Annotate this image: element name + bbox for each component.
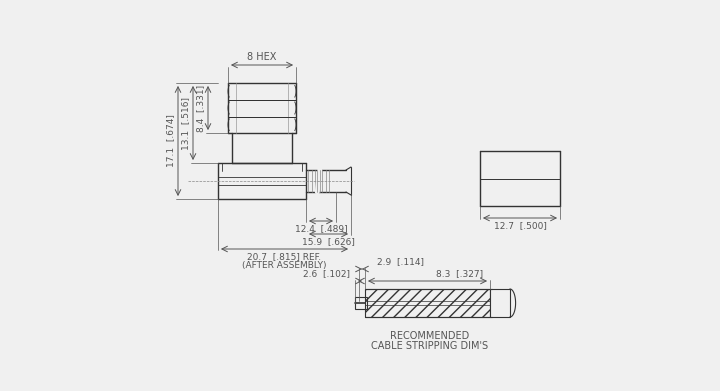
Bar bbox=[490, 289, 510, 317]
Text: 17.1  [.674]: 17.1 [.674] bbox=[166, 115, 175, 167]
Text: 12.7  [.500]: 12.7 [.500] bbox=[494, 221, 546, 230]
Bar bbox=[355, 297, 367, 309]
Text: CABLE STRIPPING DIM'S: CABLE STRIPPING DIM'S bbox=[372, 341, 489, 351]
Text: 15.9  [.626]: 15.9 [.626] bbox=[302, 237, 355, 246]
Text: 12.4  [.489]: 12.4 [.489] bbox=[294, 224, 347, 233]
Text: 13.1  [.516]: 13.1 [.516] bbox=[181, 97, 190, 149]
Text: 8.3  [.327]: 8.3 [.327] bbox=[436, 269, 482, 278]
Text: 8 HEX: 8 HEX bbox=[247, 52, 276, 62]
Bar bbox=[306, 170, 331, 192]
Text: 2.6  [.102]: 2.6 [.102] bbox=[303, 269, 350, 278]
Text: (AFTER ASSEMBLY): (AFTER ASSEMBLY) bbox=[242, 261, 327, 270]
Bar bbox=[365, 289, 490, 317]
Text: 20.7  [.815] REF.: 20.7 [.815] REF. bbox=[248, 252, 322, 261]
Text: 8.4  [.331]: 8.4 [.331] bbox=[196, 84, 205, 131]
Text: RECOMMENDED: RECOMMENDED bbox=[390, 331, 469, 341]
Text: 2.9  [.114]: 2.9 [.114] bbox=[377, 257, 424, 266]
